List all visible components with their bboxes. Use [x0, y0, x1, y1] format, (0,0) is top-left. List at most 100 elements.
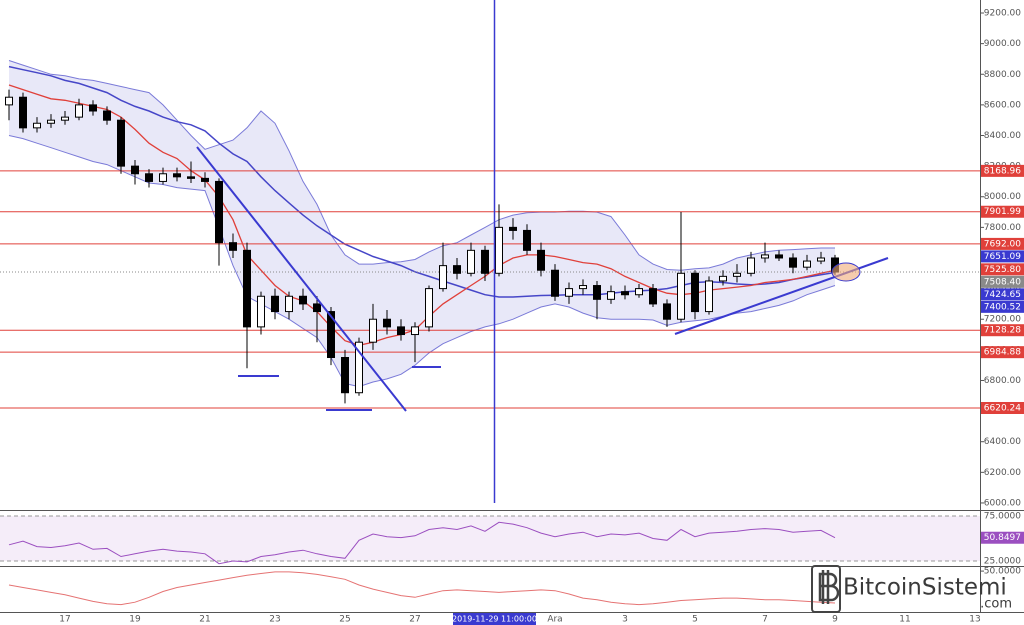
candle-body [607, 291, 615, 300]
y-tick-label: 6800.00 [984, 376, 1021, 386]
candle-body [425, 288, 433, 328]
price-label: 7901.99 [984, 207, 1021, 217]
candle-body [243, 249, 251, 328]
candle-body [19, 96, 27, 129]
candle-body [201, 177, 209, 182]
candle-body [551, 269, 559, 297]
crosshair-label-box [453, 613, 536, 625]
logo [811, 565, 841, 613]
price-label-box [981, 275, 1024, 288]
x-tick-label: Ara [547, 615, 562, 625]
y-tick-label: 6200.00 [984, 468, 1021, 478]
rsi-label: 50.8497 [984, 533, 1021, 543]
osc-tick-label: 50.0000 [984, 567, 1021, 577]
y-tick-label: 7800.00 [984, 223, 1021, 233]
price-label-box [981, 263, 1024, 276]
rsi-band [0, 516, 980, 561]
candle-body [411, 326, 419, 336]
x-tick-label: 27 [409, 615, 420, 625]
candle-body [159, 173, 167, 182]
candle-body [33, 122, 41, 129]
candle-body [467, 249, 475, 274]
price-label-box [981, 237, 1024, 250]
x-tick-label: 11 [899, 615, 910, 625]
candle-body [775, 254, 783, 259]
watermark-suffix: .com [980, 597, 1012, 612]
drawings [196, 0, 889, 503]
candle-body [299, 295, 307, 305]
osc-line [8, 571, 836, 606]
candle-body [733, 272, 741, 277]
x-tick-label: 25 [339, 615, 350, 625]
candle-body [327, 311, 335, 359]
rsi-tick-label: 75.0000 [984, 512, 1021, 522]
y-tick-label: 8800.00 [984, 70, 1021, 80]
price-label-box [981, 164, 1024, 177]
price-label: 7508.40 [984, 277, 1021, 287]
candle-body [635, 288, 643, 296]
candle-body [761, 254, 769, 259]
candle-body [215, 180, 223, 244]
candle-body [229, 242, 237, 251]
highlight [831, 262, 861, 282]
candle-body [495, 226, 503, 274]
price-label-box [981, 324, 1024, 337]
candle-body [285, 295, 293, 313]
logo [818, 570, 840, 604]
candle-body [187, 176, 195, 179]
candle-body [5, 96, 13, 106]
candle-body [369, 318, 377, 343]
x-tick-label: 3 [622, 615, 628, 625]
y-tick-label: 7200.00 [984, 315, 1021, 325]
candle-body [355, 341, 363, 394]
rsi-label-box [981, 531, 1024, 544]
price-label: 7525.80 [984, 265, 1021, 275]
y-tick-label: 6000.00 [984, 498, 1021, 508]
candle-body [75, 104, 83, 118]
candle-body [397, 326, 405, 336]
trend-line [196, 146, 407, 412]
candle-body [537, 249, 545, 271]
candle-body [747, 257, 755, 274]
x-tick-label: 17 [59, 615, 70, 625]
price-label: 7424.65 [984, 290, 1021, 300]
y-tick-label: 8600.00 [984, 100, 1021, 110]
candle-body [789, 257, 797, 268]
candle-body [89, 104, 97, 112]
candle-body [509, 226, 517, 231]
candle-body [677, 272, 685, 320]
price-label-box [981, 401, 1024, 414]
x-tick-label: 13 [969, 615, 980, 625]
price-label: 6620.24 [984, 403, 1021, 413]
candle-body [341, 357, 349, 394]
x-tick-label: 7 [762, 615, 768, 625]
candle-body [103, 110, 111, 121]
rsi-tick-label: 25.0000 [984, 556, 1021, 566]
price-label: 7128.28 [984, 326, 1021, 336]
candle-body [257, 295, 265, 328]
watermark: BitcoinSistemi .com [811, 565, 1012, 613]
candle-body [481, 249, 489, 274]
candle-body [271, 295, 279, 313]
candle-body [621, 291, 629, 296]
y-tick-label: 8400.00 [984, 131, 1021, 141]
y-tick-label: 9200.00 [984, 9, 1021, 19]
price-label: 6984.88 [984, 348, 1021, 358]
price-label: 7400.52 [984, 302, 1021, 312]
candle-body [565, 288, 573, 297]
price-label-box [981, 250, 1024, 263]
crosshair-label: 2019-11-29 11:00:00 [452, 615, 537, 624]
price-label-box [981, 288, 1024, 301]
y-tick-label: 6400.00 [984, 437, 1021, 447]
candle-body [439, 265, 447, 290]
candle-body [663, 303, 671, 320]
candle-body [453, 265, 461, 274]
band-upper [8, 60, 835, 271]
watermark-text: BitcoinSistemi [843, 575, 1007, 601]
candle-body [145, 173, 153, 182]
candle-body [61, 116, 69, 121]
candle-body [803, 260, 811, 268]
